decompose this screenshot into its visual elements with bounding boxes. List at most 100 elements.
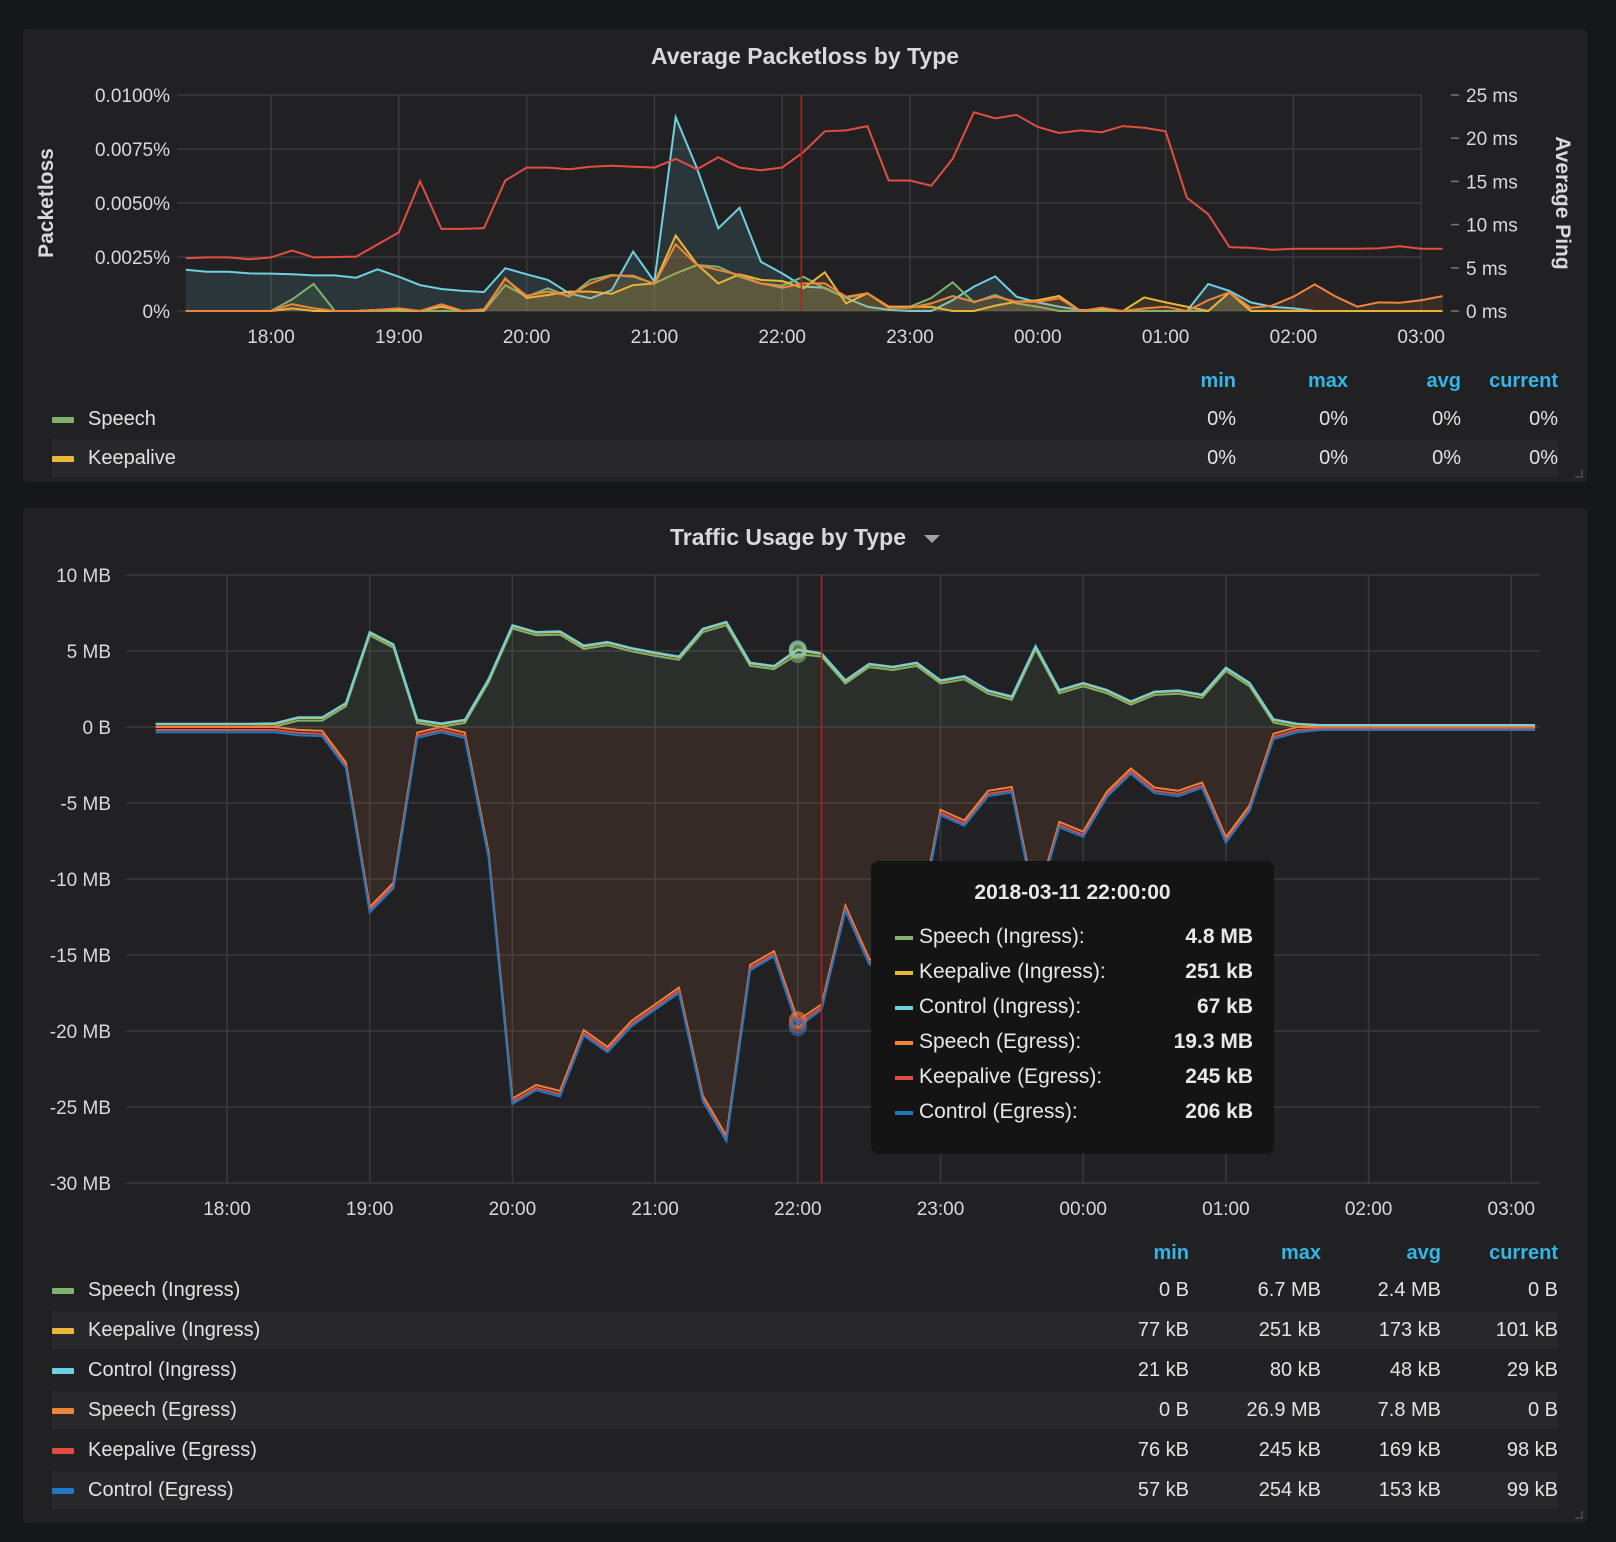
legend-avg: 0% [1432, 408, 1461, 430]
legend-current: 29 kB [1506, 1359, 1558, 1381]
y-tick-label: -25 MB [50, 1098, 111, 1119]
legend-header-current[interactable]: current [1489, 1242, 1558, 1264]
series-color-swatch[interactable] [52, 1288, 74, 1294]
legend-series-name[interactable]: Control (Ingress) [88, 1359, 237, 1381]
legend-avg: 7.8 MB [1377, 1399, 1441, 1421]
x-tick-label: 21:00 [631, 1199, 679, 1220]
series-1-line[interactable] [185, 113, 1443, 312]
y-right-tick-label: 0 ms [1466, 302, 1507, 323]
x-tick-label: 03:00 [1397, 327, 1445, 348]
tooltip-row: Control (Ingress): 67 kB [895, 991, 1253, 1025]
series-5-line[interactable] [185, 111, 1443, 261]
legend-avg: 169 kB [1378, 1439, 1441, 1461]
y-tick-label: -15 MB [50, 946, 111, 967]
legend-series-name[interactable]: Speech (Egress) [88, 1399, 237, 1421]
caret-down-icon[interactable] [924, 534, 941, 543]
y-tick-label: 10 MB [56, 566, 111, 587]
legend-row[interactable]: Speech 0% 0% 0% 0% [52, 400, 1558, 438]
speech-ingress-area [155, 625, 1536, 727]
tooltip-series-name: Keepalive (Ingress): [919, 960, 1106, 983]
legend-avg: 153 kB [1378, 1479, 1441, 1501]
panel-resize-handle[interactable] [1575, 1511, 1583, 1519]
series-color-swatch [895, 1006, 913, 1010]
tooltip-series-name: Speech (Egress): [919, 1030, 1082, 1053]
tooltip-row: Speech (Egress): 19.3 MB [895, 1026, 1253, 1060]
series-color-swatch[interactable] [52, 1408, 74, 1414]
series-color-swatch[interactable] [52, 456, 74, 462]
panel-title[interactable]: Traffic Usage by Type [669, 524, 907, 550]
legend-series-name[interactable]: Keepalive (Ingress) [88, 1319, 261, 1341]
legend-min: 0% [1207, 447, 1236, 469]
panel-resize-handle[interactable] [1575, 470, 1583, 478]
legend-row[interactable]: Keepalive (Ingress) 77 kB 251 kB 173 kB 101 … [52, 1311, 1558, 1349]
tooltip-series-value: 19.3 MB [1173, 1030, 1253, 1053]
legend-current: 98 kB [1506, 1439, 1558, 1461]
tooltip-series-value: 206 kB [1185, 1100, 1253, 1123]
x-tick-label: 00:00 [1059, 1199, 1107, 1220]
legend-series-name[interactable]: Keepalive [88, 447, 176, 469]
tooltip-row: Speech (Ingress): 4.8 MB [895, 921, 1253, 955]
y-tick-label: 0.0050% [95, 194, 170, 215]
legend-max: 26.9 MB [1246, 1399, 1321, 1421]
tooltip-series-name: Speech (Ingress): [919, 925, 1085, 948]
control-egress-line[interactable] [155, 729, 1536, 1145]
speech-egress-line[interactable] [155, 725, 1536, 1139]
legend-min: 76 kB [1137, 1439, 1189, 1461]
tooltip-series-value: 245 kB [1185, 1065, 1253, 1088]
x-tick-label: 21:00 [631, 327, 679, 348]
keepalive-area [185, 235, 1443, 311]
legend-max: 80 kB [1269, 1359, 1321, 1381]
series-color-swatch [895, 936, 913, 940]
legend-min: 21 kB [1137, 1359, 1189, 1381]
series-color-swatch[interactable] [52, 1488, 74, 1494]
legend-max: 251 kB [1258, 1319, 1321, 1341]
series-color-swatch [895, 971, 913, 975]
legend-header-current[interactable]: current [1489, 370, 1558, 392]
control-ingress-hover-point [788, 640, 807, 659]
legend-row[interactable]: Speech (Ingress) 0 B 6.7 MB 2.4 MB 0 B [52, 1271, 1558, 1309]
legend-avg: 2.4 MB [1377, 1279, 1441, 1301]
legend-row[interactable]: Speech (Egress) 0 B 26.9 MB 7.8 MB 0 B [52, 1391, 1558, 1429]
legend-header-min[interactable]: min [1200, 370, 1236, 392]
legend-series-name[interactable]: Speech [88, 408, 156, 430]
legend-header-avg[interactable]: avg [1426, 370, 1461, 392]
legend-series-name[interactable]: Control (Egress) [88, 1479, 234, 1501]
legend-row[interactable]: Control (Egress) 57 kB 254 kB 153 kB 99 kB [52, 1471, 1558, 1509]
series-color-swatch[interactable] [52, 1328, 74, 1334]
legend-current: 0 B [1527, 1399, 1558, 1421]
control-ingress-line[interactable] [155, 620, 1536, 726]
x-tick-label: 22:00 [758, 327, 806, 348]
y-axis-label: Packetloss [35, 148, 58, 258]
x-tick-label: 03:00 [1488, 1199, 1536, 1220]
series-color-swatch [895, 1111, 913, 1115]
legend-series-name[interactable]: Speech (Ingress) [88, 1279, 241, 1301]
legend-series-name[interactable]: Keepalive (Egress) [88, 1439, 257, 1461]
panel-title-menu[interactable]: Traffic Usage by Type [23, 524, 1587, 551]
series-color-swatch[interactable] [52, 1368, 74, 1374]
x-tick-label: 20:00 [503, 327, 551, 348]
legend-header-avg[interactable]: avg [1406, 1242, 1441, 1264]
series-color-swatch[interactable] [52, 1448, 74, 1454]
y-tick-label: 0 B [82, 718, 111, 739]
legend-header-max[interactable]: max [1280, 1242, 1321, 1264]
series-4-area [185, 244, 1443, 311]
legend-max: 254 kB [1258, 1479, 1321, 1501]
legend-avg: 0% [1432, 447, 1461, 469]
legend-header-min[interactable]: min [1153, 1242, 1189, 1264]
x-tick-label: 02:00 [1345, 1199, 1393, 1220]
series-4-line[interactable] [185, 242, 1443, 313]
panel-title[interactable]: Average Packetloss by Type [650, 43, 960, 69]
series-color-swatch[interactable] [52, 417, 74, 423]
legend-avg: 173 kB [1378, 1319, 1441, 1341]
x-tick-label: 02:00 [1270, 327, 1318, 348]
legend-row[interactable]: Control (Ingress) 21 kB 80 kB 48 kB 29 kB [52, 1351, 1558, 1389]
legend-min: 0% [1207, 408, 1236, 430]
legend-row[interactable]: Keepalive (Egress) 76 kB 245 kB 169 kB 98 kB [52, 1431, 1558, 1469]
legend-header-max[interactable]: max [1307, 370, 1348, 392]
y-tick-label: -5 MB [60, 794, 111, 815]
y-tick-label: 0.0075% [95, 140, 170, 161]
x-tick-label: 23:00 [886, 327, 934, 348]
legend-row[interactable]: Keepalive 0% 0% 0% 0% [52, 439, 1558, 477]
